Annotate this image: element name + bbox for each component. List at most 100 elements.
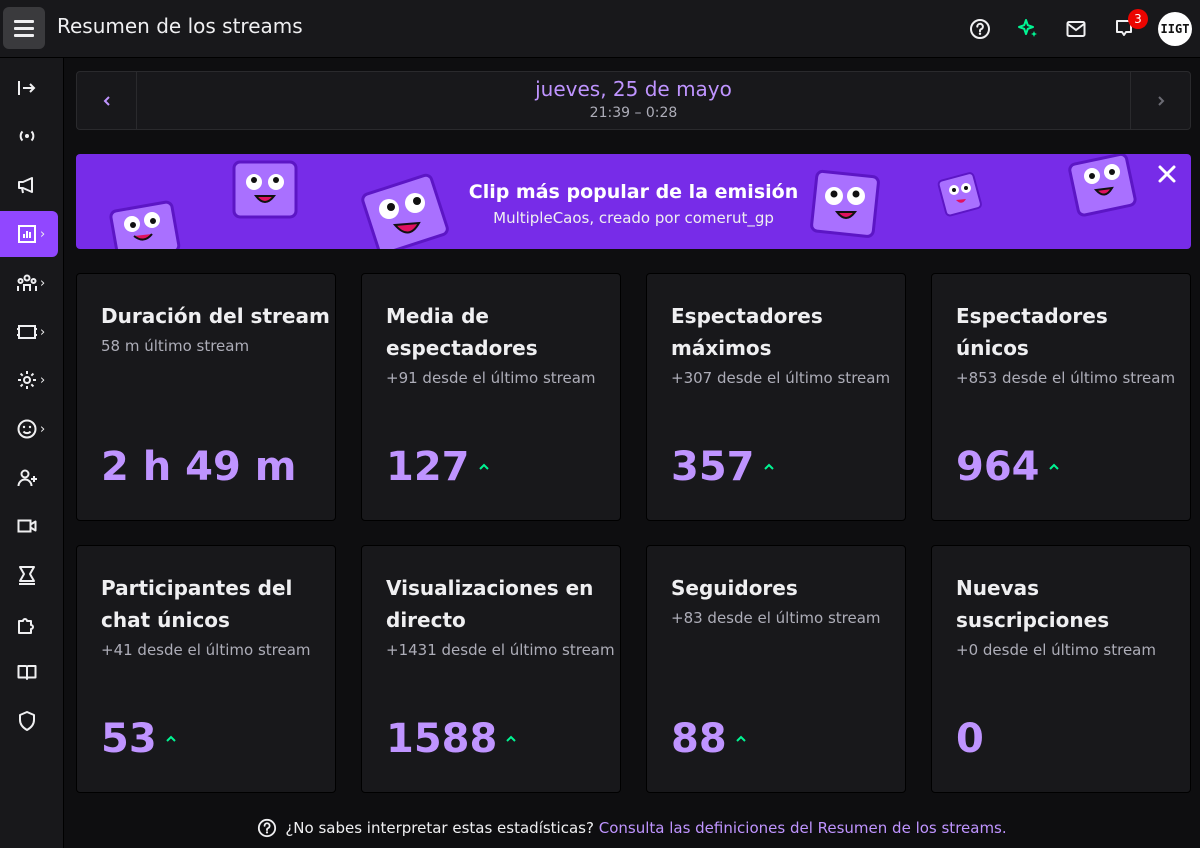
stat-comparison: +1431 desde el último stream	[386, 641, 615, 659]
chevron-right-icon	[1157, 95, 1164, 106]
trophy-icon	[19, 566, 35, 585]
stat-comparison: +41 desde el último stream	[101, 641, 311, 659]
content-icon	[17, 325, 37, 339]
stat-comparison: 58 m último stream	[101, 337, 250, 355]
trend-up-icon	[735, 735, 746, 742]
mascot-illustration	[361, 173, 449, 249]
broadcast-icon	[19, 130, 35, 142]
sidebar-item-achievements[interactable]	[0, 552, 58, 598]
chevron-right-icon: ›	[40, 226, 46, 242]
sidebar-item-stream[interactable]	[0, 113, 58, 159]
sidebar-item-add-user[interactable]	[0, 455, 58, 501]
previous-stream-button[interactable]	[77, 72, 137, 129]
next-stream-button[interactable]	[1130, 72, 1190, 129]
chevron-right-icon: ›	[40, 324, 46, 340]
gear-icon	[18, 371, 36, 389]
sidebar-item-analytics[interactable]: ›	[0, 211, 58, 257]
page-title: Resumen de los streams	[57, 14, 303, 38]
definitions-link[interactable]: Consulta las definiciones del Resumen de…	[598, 819, 1007, 837]
stat-value-row: 357	[671, 444, 775, 490]
help-footer: ¿No sabes interpretar estas estadísticas…	[64, 818, 1200, 838]
sidebar-item-community[interactable]: ›	[0, 260, 58, 306]
book-icon	[17, 665, 37, 680]
help-question: ¿No sabes interpretar estas estadísticas…	[285, 819, 594, 837]
chevron-right-icon: ›	[40, 275, 46, 291]
stat-value-row: 2 h 49 m	[101, 444, 296, 490]
notifications-icon[interactable]: 3	[1110, 9, 1148, 43]
stat-card: Espectadores únicos +853 desde el último …	[931, 273, 1191, 521]
sidebar-item-content[interactable]: ›	[0, 309, 58, 355]
sidebar-item-settings[interactable]: ›	[0, 357, 58, 403]
stat-title: Duración del stream	[101, 304, 330, 328]
stat-title: Espectadores únicos	[956, 304, 1108, 360]
stat-title: Nuevas suscripciones	[956, 576, 1110, 632]
hamburger-icon	[14, 19, 34, 23]
avatar[interactable]: IIGT	[1158, 12, 1192, 46]
close-banner-button[interactable]	[1155, 162, 1179, 186]
stat-value-row: 88	[671, 716, 747, 762]
mascot-illustration	[109, 200, 181, 249]
stat-card: Media de espectadores +91 desde el último…	[361, 273, 621, 521]
megaphone-icon	[18, 177, 33, 194]
stat-value: 1588	[386, 716, 498, 762]
trend-up-icon	[478, 463, 489, 470]
stat-value: 357	[671, 444, 755, 490]
sidebar-item-viewer[interactable]: ›	[0, 406, 58, 452]
stat-card: Espectadores máximos +307 desde el último…	[646, 273, 906, 521]
stat-card: Duración del stream 58 m último stream 2 h…	[76, 273, 336, 521]
stat-value: 0	[956, 716, 984, 762]
top-icons: 3 IIGT	[966, 9, 1192, 49]
stat-value-row: 0	[956, 716, 984, 762]
chevron-right-icon: ›	[40, 421, 46, 437]
trend-up-icon	[1048, 463, 1059, 470]
chevron-left-icon	[103, 95, 110, 106]
sidebar-item-exit[interactable]	[0, 65, 58, 111]
puzzle-icon	[18, 618, 34, 634]
stat-value: 2 h 49 m	[101, 444, 297, 490]
chevron-right-icon: ›	[40, 372, 46, 388]
sidebar-item-promote[interactable]	[0, 162, 58, 208]
stat-value-row: 53	[101, 716, 177, 762]
add-user-icon	[17, 469, 37, 487]
trend-up-icon	[506, 735, 517, 742]
trend-up-icon	[763, 463, 774, 470]
mascot-illustration	[232, 160, 298, 219]
mascot-illustration	[937, 172, 982, 217]
analytics-icon	[18, 225, 36, 243]
sidebar-item-extensions[interactable]	[0, 601, 58, 647]
inbox-icon[interactable]	[1062, 15, 1090, 43]
stat-comparison: +853 desde el último stream	[956, 369, 1176, 387]
stat-card: Participantes del chat únicos +41 desde e…	[76, 545, 336, 793]
sidebar-item-video[interactable]	[0, 503, 58, 549]
stat-comparison: +83 desde el último stream	[671, 609, 881, 627]
stat-title: Visualizaciones en directo	[386, 576, 594, 632]
stat-card: Seguidores +83 desde el último stream 88	[646, 545, 906, 793]
sidebar-item-docs[interactable]	[0, 649, 58, 695]
sparkle-icon[interactable]	[1014, 15, 1042, 43]
shield-icon	[19, 711, 35, 731]
help-icon[interactable]	[966, 15, 994, 43]
stream-date: jueves, 25 de mayo	[535, 77, 732, 101]
mascot-illustration	[810, 169, 880, 238]
stat-card: Nuevas suscripciones +0 desde el último s…	[931, 545, 1191, 793]
community-icon	[17, 274, 37, 291]
banner-subtitle[interactable]: MultipleCaos, creado por comerut_gp	[493, 209, 774, 227]
stat-comparison: +91 desde el último stream	[386, 369, 596, 387]
smiley-icon	[17, 419, 37, 439]
menu-button[interactable]	[3, 7, 45, 49]
exit-arrow-icon	[18, 81, 36, 95]
date-navigator: jueves, 25 de mayo 21:39 – 0:28	[76, 71, 1191, 130]
stat-value-row: 1588	[386, 716, 517, 762]
stat-value: 88	[671, 716, 727, 762]
sidebar-item-safety[interactable]	[0, 698, 58, 744]
stat-title: Media de espectadores	[386, 304, 538, 360]
banner-title: Clip más popular de la emisión	[468, 181, 799, 203]
camera-icon	[17, 519, 37, 533]
top-bar: Resumen de los streams 3 IIGT	[0, 0, 1200, 58]
stat-value: 53	[101, 716, 157, 762]
stat-title: Seguidores	[671, 576, 798, 600]
stat-value-row: 964	[956, 444, 1060, 490]
top-clip-banner[interactable]: Clip más popular de la emisión MultipleC…	[76, 154, 1191, 249]
trend-up-icon	[165, 735, 176, 742]
stat-value: 127	[386, 444, 470, 490]
